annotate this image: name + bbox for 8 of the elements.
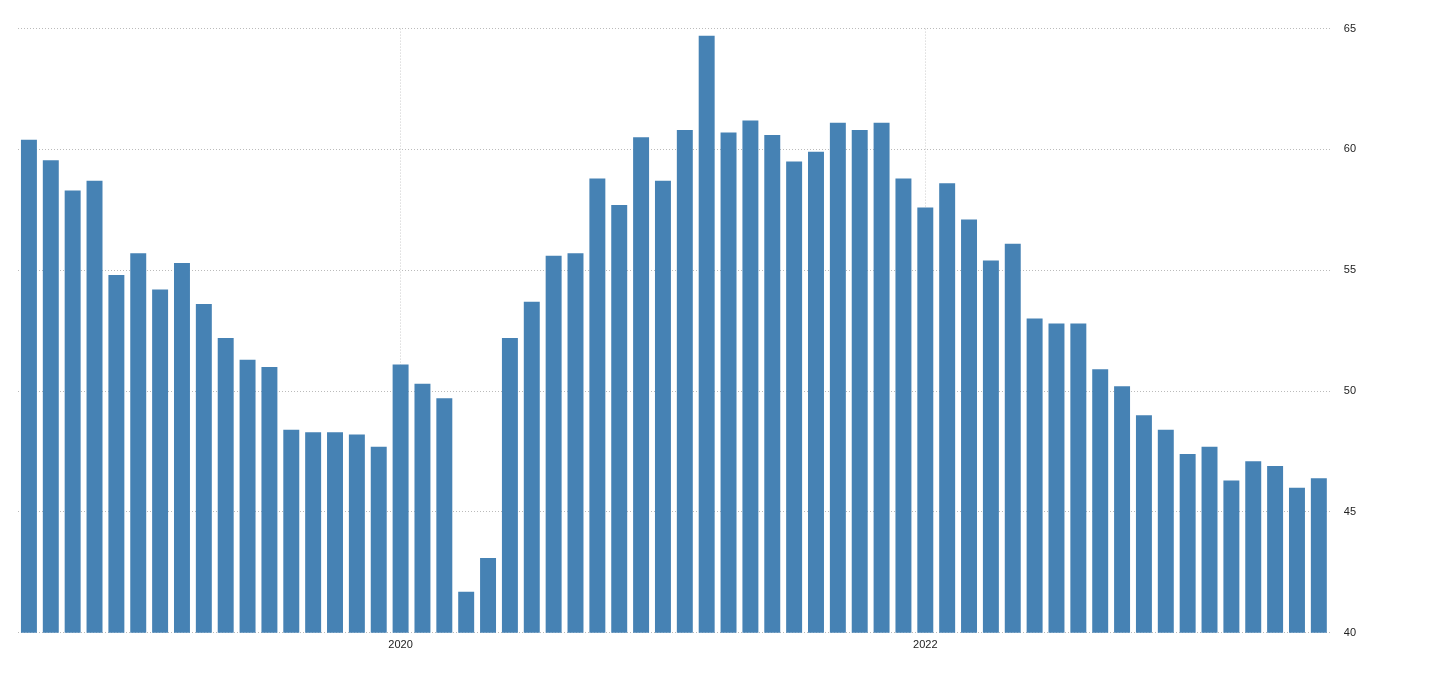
x-tick-label: 2020 [388,638,413,651]
x-tick-label: 2022 [913,638,938,651]
y-tick-label: 40 [1343,625,1357,638]
y-tick-label: 60 [1343,142,1357,155]
y-tick-label: 55 [1343,263,1357,276]
y-tick-label: 65 [1343,21,1357,34]
y-tick-label: 50 [1343,384,1357,397]
y-tick-label: 45 [1343,504,1357,517]
